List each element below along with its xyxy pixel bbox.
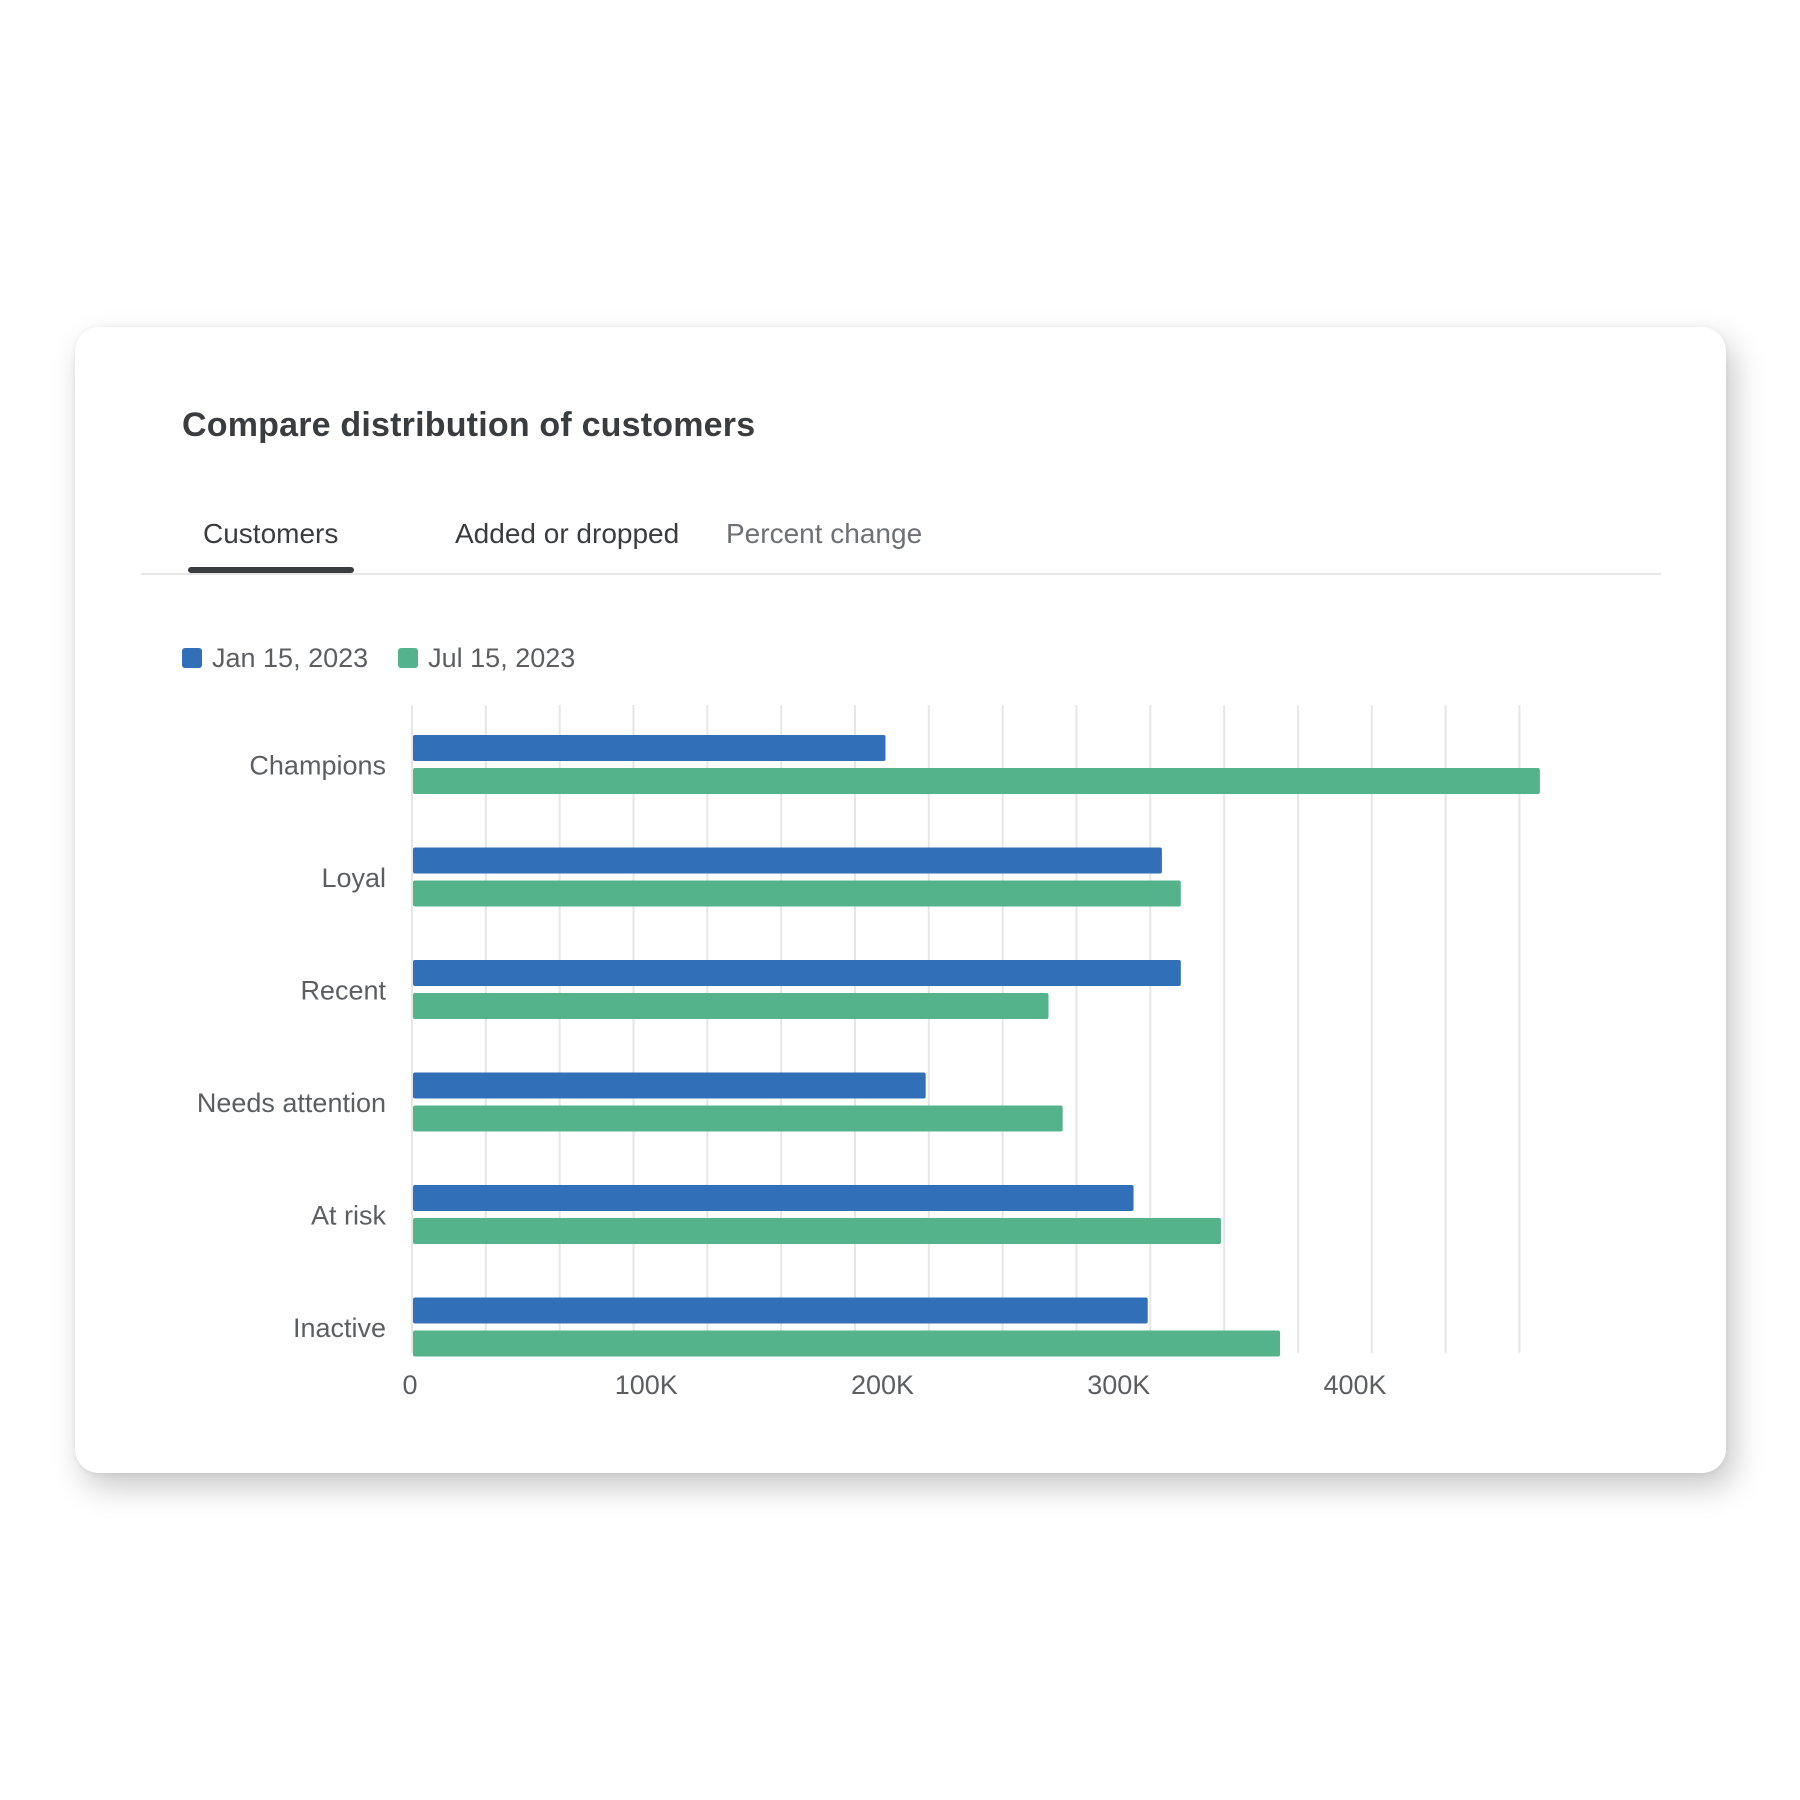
bar-jan-recent	[413, 960, 1181, 986]
category-label: Needs attention	[197, 1088, 386, 1118]
bar-jul-loyal	[413, 880, 1181, 907]
x-tick-label: 300K	[1087, 1370, 1150, 1400]
legend-label-jul: Jul 15, 2023	[428, 642, 576, 673]
bar-jan-champions	[413, 735, 886, 761]
card-title: Compare distribution of customers	[182, 406, 756, 444]
bar-jan-needs-attention	[413, 1072, 926, 1099]
bar-jul-inactive	[413, 1330, 1281, 1357]
legend-swatch-jan	[182, 648, 202, 668]
legend-item-jul[interactable]: Jul 15, 2023	[398, 643, 575, 674]
legend-label-jan: Jan 15, 2023	[212, 642, 369, 673]
bar-jul-recent	[413, 993, 1049, 1019]
category-label: Champions	[249, 751, 386, 781]
legend-swatch-jul	[398, 648, 419, 668]
category-label: Inactive	[293, 1313, 386, 1343]
x-tick-label: 100K	[615, 1370, 678, 1400]
chart-card: Compare distribution of customers Custom…	[75, 327, 1726, 1473]
category-label: At risk	[311, 1201, 387, 1231]
bar-jan-loyal	[413, 847, 1162, 874]
tab-added-or-dropped[interactable]: Added or dropped	[455, 497, 679, 571]
category-label: Loyal	[321, 863, 386, 893]
bar-jul-at-risk	[413, 1218, 1221, 1244]
x-tick-label: 400K	[1323, 1370, 1386, 1400]
tab-percent-change[interactable]: Percent change	[726, 497, 922, 571]
legend-item-jan[interactable]: Jan 15, 2023	[182, 643, 368, 674]
tab-bar: Customers Added or dropped Percent chang…	[141, 497, 1661, 575]
x-tick-label: 200K	[851, 1370, 914, 1400]
bar-jul-champions	[413, 768, 1540, 794]
chart-legend: Jan 15, 2023 Jul 15, 2023	[182, 643, 605, 673]
bar-jul-needs-attention	[413, 1105, 1063, 1132]
category-label: Recent	[300, 976, 386, 1006]
tab-customers[interactable]: Customers	[203, 497, 338, 571]
bar-jan-inactive	[413, 1297, 1148, 1324]
x-tick-label: 0	[402, 1370, 417, 1400]
bar-chart: Champions Loyal Recent Needs attention At ri…	[197, 705, 1540, 1400]
active-tab-indicator	[188, 567, 354, 573]
bar-jan-at-risk	[413, 1185, 1134, 1211]
